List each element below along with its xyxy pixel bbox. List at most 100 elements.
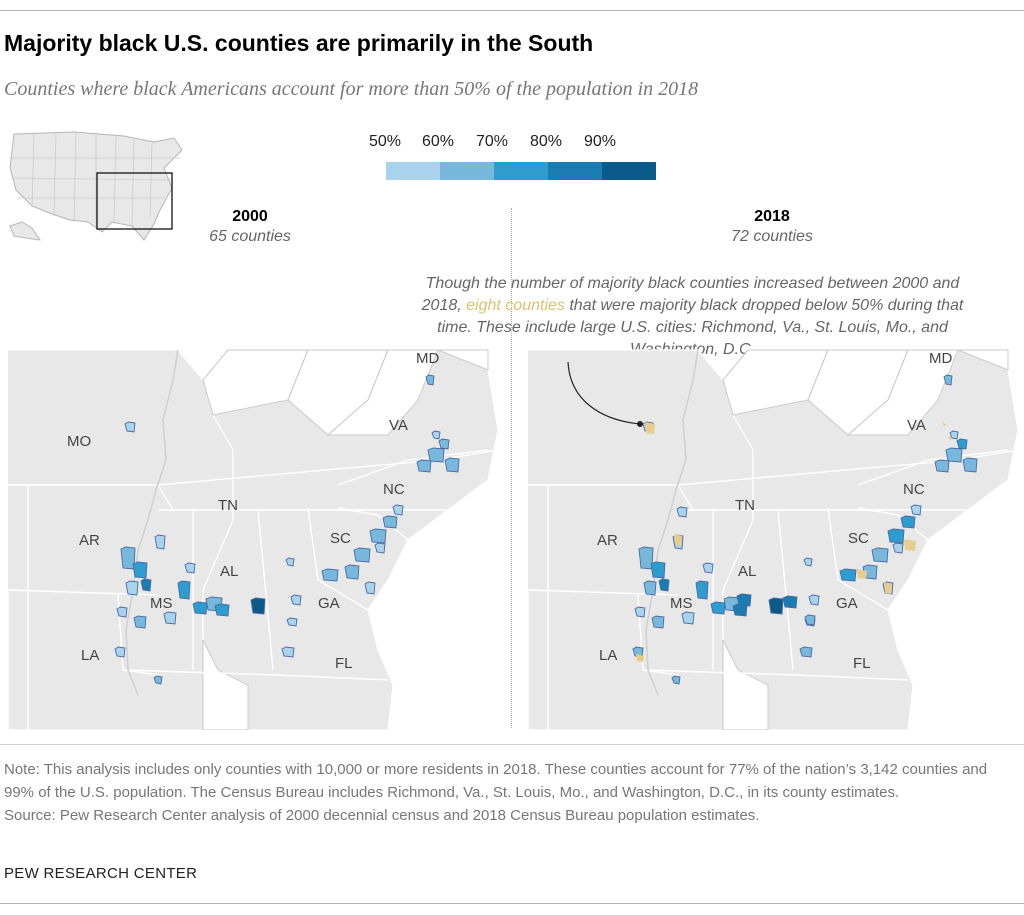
county-shape: [900, 515, 916, 529]
county-shape: [153, 675, 163, 685]
state-labels-2000: MO AR LA MS TN AL GA FL SC NC VA MD: [67, 350, 439, 672]
county-shape: [154, 534, 166, 550]
dropped-county-shape: [636, 654, 644, 662]
map-2000: MO AR LA MS TN AL GA FL SC NC VA MD: [8, 349, 499, 730]
county-shape: [444, 457, 460, 473]
state-labels-2018: AR LA MS TN AL GA FL SC NC VA MD: [597, 350, 952, 672]
county-shape: [344, 564, 360, 580]
county-shape: [114, 646, 126, 658]
county-shape: [353, 547, 371, 563]
state-label-fl: FL: [853, 655, 871, 672]
county-shape: [431, 430, 441, 440]
county-shape: [132, 561, 148, 579]
county-shape: [658, 578, 670, 592]
state-label-ms: MS: [150, 595, 173, 612]
state-label-nc: NC: [903, 481, 925, 498]
bottom-rule: [0, 903, 1024, 904]
dropped-county-shape: [884, 582, 892, 594]
legend-swatch-70: [494, 162, 548, 180]
county-shape: [392, 504, 404, 516]
state-label-al: AL: [738, 563, 756, 580]
county-shape: [651, 615, 665, 629]
county-shape: [290, 594, 302, 606]
dropped-county-shape: [674, 534, 682, 546]
county-shape: [214, 603, 230, 617]
county-shape: [871, 547, 889, 563]
county-shape: [768, 597, 784, 615]
state-label-va: VA: [389, 417, 408, 434]
county-shape: [732, 603, 748, 617]
legend-label: 50%: [369, 133, 402, 150]
map-2018: AR LA MS TN AL GA FL SC NC VA MD: [528, 349, 1019, 730]
dropped-county-shape: [904, 539, 916, 551]
county-shape: [949, 430, 959, 440]
annotation-leader-line: [567, 361, 641, 425]
maps-area: MO AR LA MS TN AL GA FL SC NC VA MD AR L…: [8, 349, 1019, 730]
county-shape: [956, 438, 968, 450]
state-label-nc: NC: [383, 481, 405, 498]
panel-header-2018: 2018 72 counties: [672, 208, 872, 246]
state-label-ar: AR: [597, 532, 618, 549]
county-shape: [374, 542, 386, 554]
legend-colorbar: [386, 162, 656, 180]
notes: Note: This analysis includes only counti…: [4, 758, 1014, 827]
legend-swatch-90: [602, 162, 656, 180]
county-shape: [804, 614, 816, 626]
county-shape: [962, 457, 978, 473]
counties-2000: [114, 374, 460, 685]
county-shape: [163, 611, 177, 625]
annotation-highlight: eight counties: [466, 297, 565, 314]
panel-count: 65 counties: [209, 228, 291, 245]
county-shape: [192, 601, 208, 615]
county-shape: [671, 675, 681, 685]
state-label-ga: GA: [836, 595, 858, 612]
county-shape: [808, 594, 820, 606]
state-label-ms: MS: [670, 595, 693, 612]
county-shape: [364, 581, 376, 595]
us-locator-map: [9, 131, 183, 241]
legend-label: 80%: [530, 133, 563, 150]
bottom-divider: [0, 744, 1024, 745]
state-label-mo: MO: [67, 433, 91, 450]
panel-header-2000: 2000 65 counties: [150, 208, 350, 246]
state-label-md: MD: [416, 350, 439, 367]
panel-count: 72 counties: [731, 228, 813, 245]
state-label-va: VA: [907, 417, 926, 434]
county-shape: [425, 374, 435, 386]
county-shape: [382, 515, 398, 529]
county-shape: [782, 595, 798, 609]
source-text: Source: Pew Research Center analysis of …: [4, 807, 760, 824]
county-shape: [416, 459, 432, 473]
state-label-md: MD: [929, 350, 952, 367]
county-shape: [934, 459, 950, 473]
locator-box: [96, 172, 173, 230]
state-label-ar: AR: [79, 532, 100, 549]
county-shape: [286, 617, 298, 627]
footer-brand: PEW RESEARCH CENTER: [4, 865, 198, 882]
county-shape: [943, 374, 953, 386]
county-shape: [910, 504, 922, 516]
dropped-county-shape: [948, 436, 952, 440]
county-shape: [945, 447, 963, 463]
county-shape: [887, 528, 905, 544]
county-shape: [369, 528, 387, 544]
county-shape: [184, 562, 196, 574]
legend-label: 70%: [476, 133, 509, 150]
county-shape: [281, 646, 295, 658]
state-label-tn: TN: [218, 497, 238, 514]
county-shape: [643, 580, 657, 596]
legend-swatch-80: [548, 162, 602, 180]
legend-label: 60%: [422, 133, 455, 150]
dropped-county-shape: [857, 569, 867, 579]
county-shape: [250, 597, 266, 615]
legend-swatch-50: [386, 162, 440, 180]
state-label-la: LA: [599, 647, 617, 664]
top-rule: [0, 10, 1024, 11]
legend-swatch-60: [440, 162, 494, 180]
county-shape: [632, 646, 644, 658]
county-shape: [736, 593, 752, 607]
county-shape: [116, 606, 128, 618]
chart-subtitle: Counties where black Americans account f…: [4, 78, 699, 100]
dropped-county-shape: [942, 422, 946, 426]
panel-year: 2018: [754, 208, 790, 225]
